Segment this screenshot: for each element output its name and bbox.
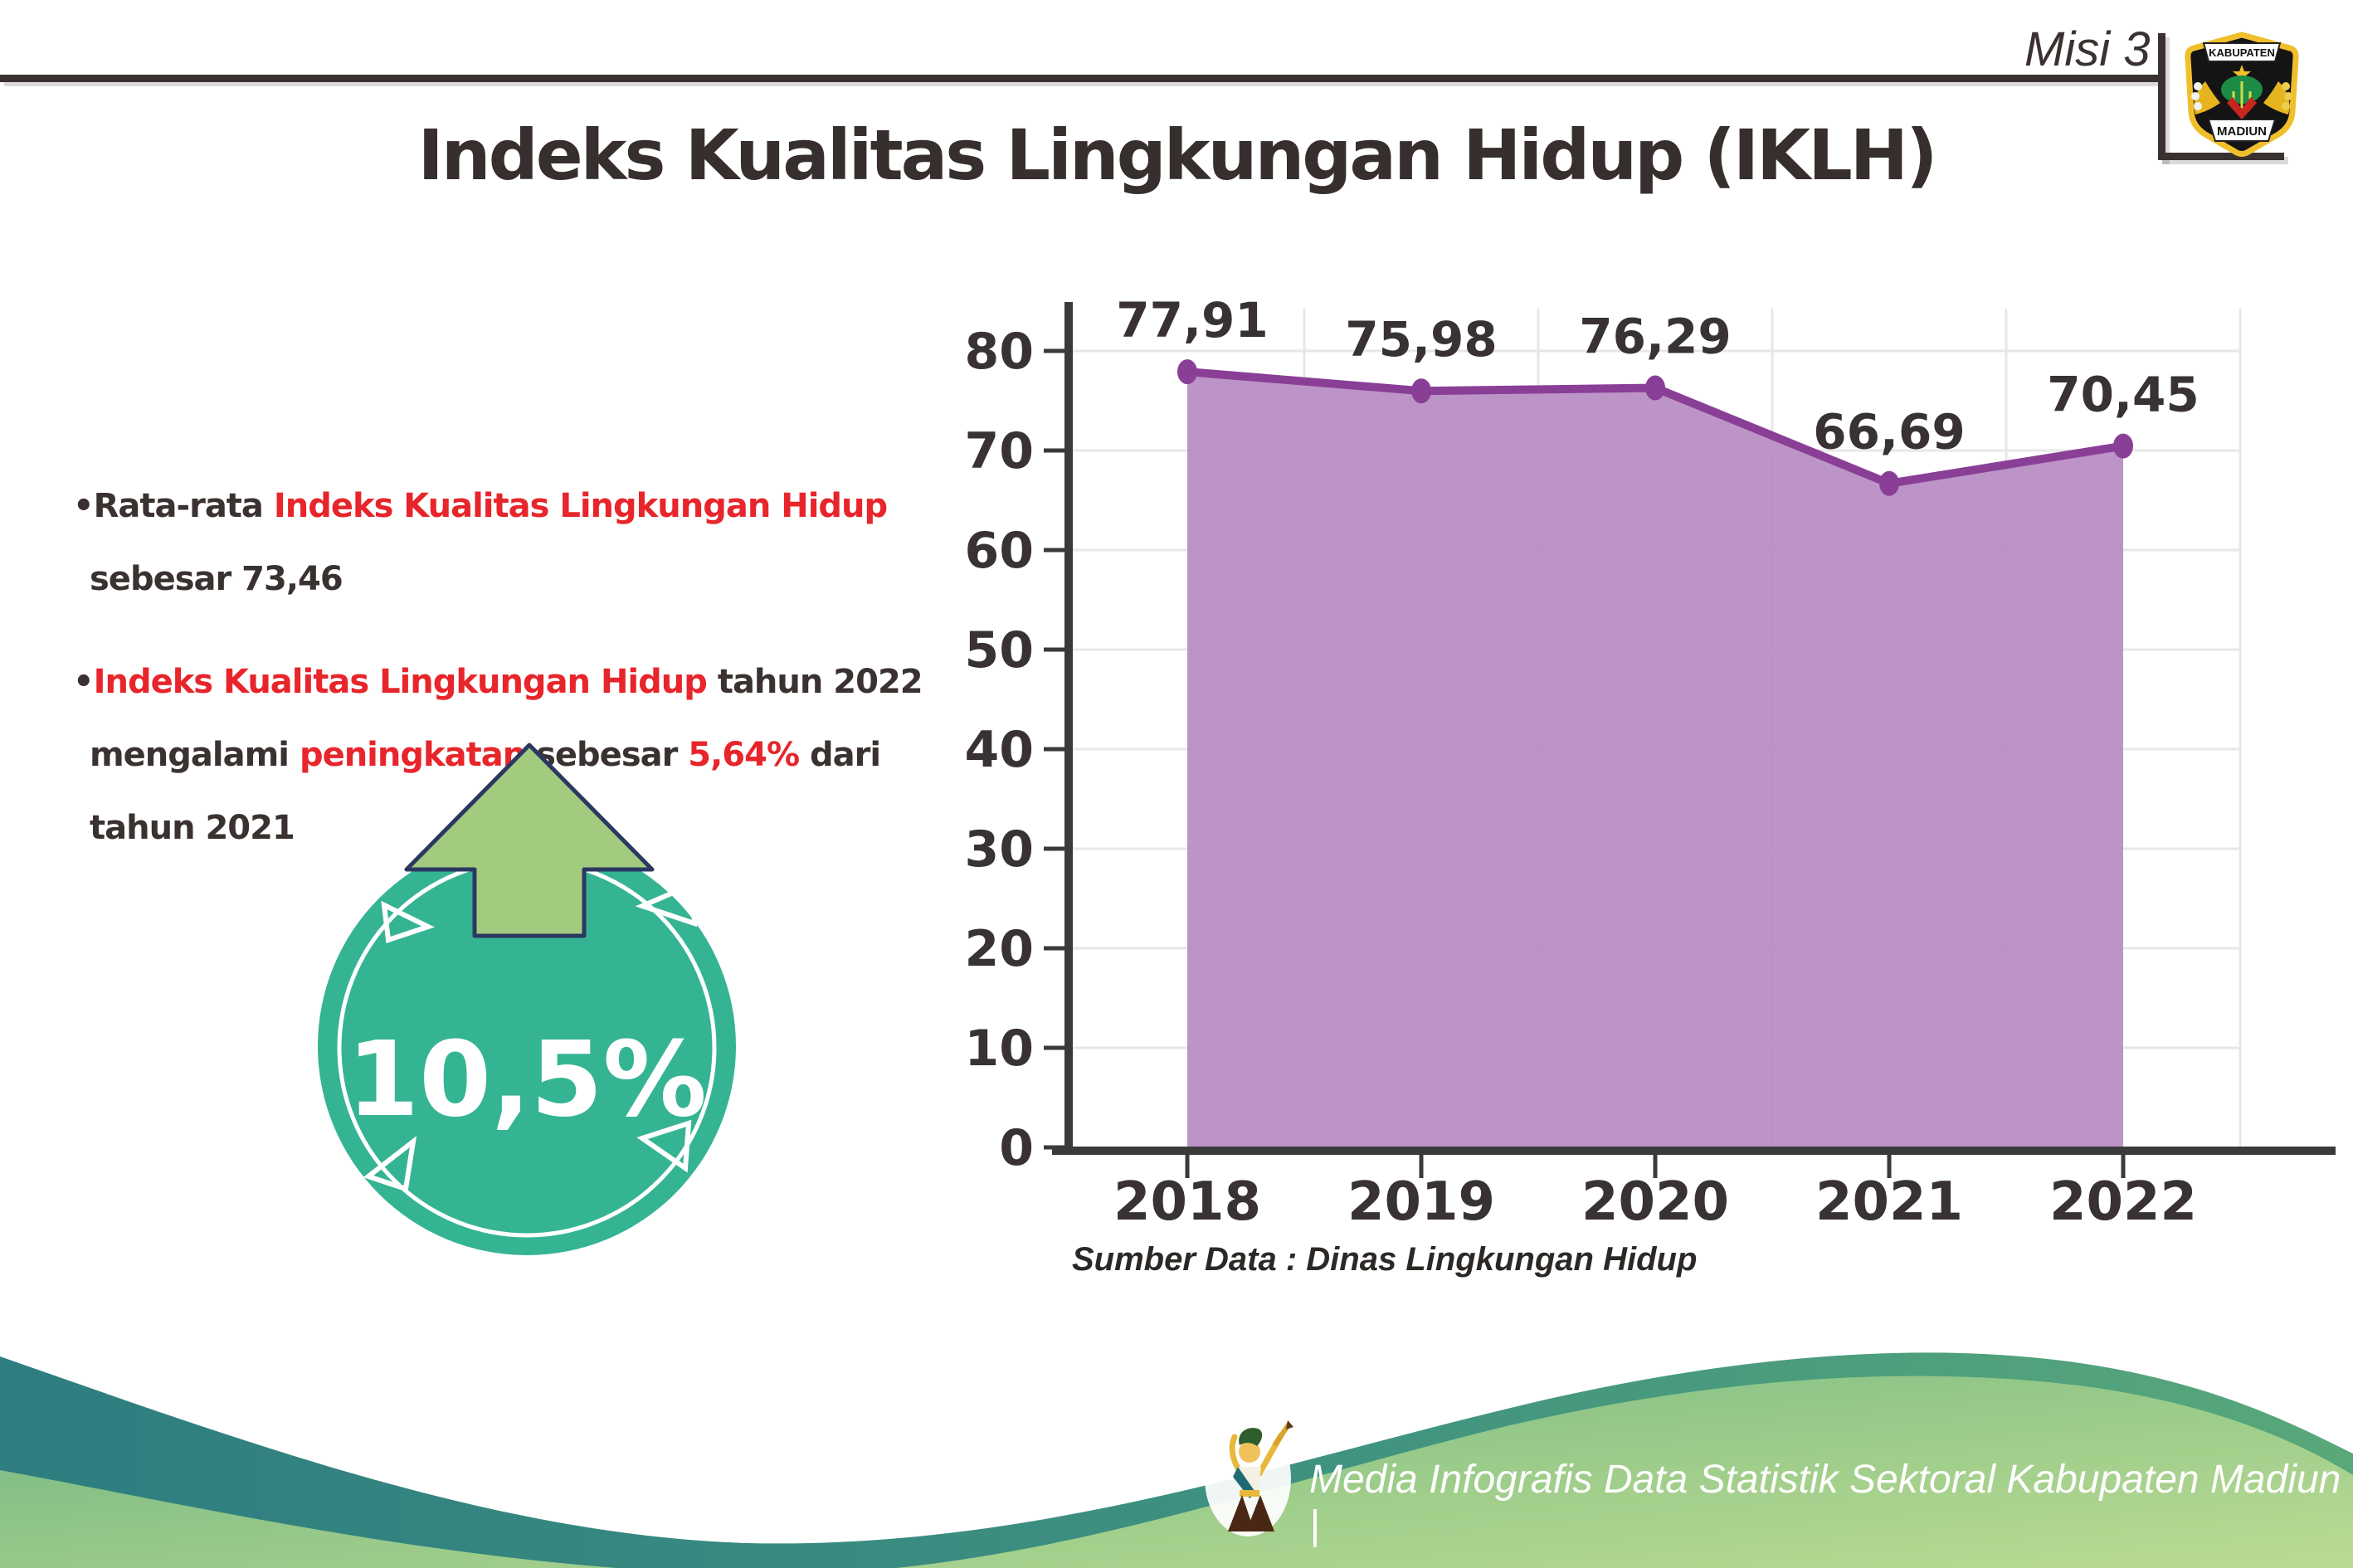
bullet-item-average: •Rata-rata Indeks Kualitas Lingkungan Hi… bbox=[73, 487, 888, 598]
bullet-list: •Rata-rata Indeks Kualitas Lingkungan Hi… bbox=[73, 470, 986, 864]
y-tick-label: 70 bbox=[965, 422, 1035, 480]
y-tick-label: 40 bbox=[965, 721, 1035, 779]
area-fill bbox=[1187, 372, 2123, 1147]
data-point-label: 77,91 bbox=[1116, 292, 1268, 348]
data-point bbox=[2113, 433, 2133, 459]
x-tick-label: 2019 bbox=[1347, 1171, 1495, 1233]
bullet-glyph: • bbox=[73, 487, 95, 525]
increase-badge: 10,5% bbox=[318, 743, 736, 1255]
y-tick-label: 30 bbox=[965, 821, 1035, 879]
footer-caption: Media Infografis Data Statistik Sektoral… bbox=[1309, 1458, 2341, 1547]
highlight-peningkatan: peningkatan bbox=[299, 736, 526, 774]
badge-value: 10,5% bbox=[347, 1020, 707, 1140]
data-point bbox=[1879, 470, 1899, 496]
y-tick-label: 20 bbox=[965, 920, 1035, 978]
logo-text-kabupaten: KABUPATEN bbox=[2209, 46, 2275, 59]
mascot-icon bbox=[1205, 1420, 1293, 1536]
x-tick-label: 2022 bbox=[2049, 1171, 2197, 1233]
logo-frame-horizontal bbox=[2158, 153, 2284, 160]
data-point-label: 75,98 bbox=[1345, 311, 1497, 368]
kabupaten-madiun-logo-icon: KABUPATEN MADIUN bbox=[2185, 32, 2299, 157]
bullet-item-increase: •Indeks Kualitas Lingkungan Hidup tahun … bbox=[73, 663, 923, 847]
highlight-iklh: Indeks Kualitas Lingkungan Hidup bbox=[273, 487, 888, 525]
highlight-iklh: Indeks Kualitas Lingkungan Hidup bbox=[93, 663, 708, 701]
header-rule bbox=[0, 75, 2159, 82]
data-point bbox=[1177, 359, 1197, 385]
x-tick-label: 2020 bbox=[1581, 1171, 1729, 1233]
y-tick-label: 0 bbox=[999, 1119, 1034, 1177]
y-tick-label: 10 bbox=[965, 1020, 1035, 1078]
logo-frame-vertical bbox=[2158, 33, 2165, 160]
data-point-label: 70,45 bbox=[2047, 367, 2199, 423]
x-tick-label: 2021 bbox=[1815, 1171, 1963, 1233]
y-tick-label: 50 bbox=[965, 621, 1035, 679]
misi-label: Misi 3 bbox=[2024, 22, 2151, 76]
x-tick-label: 2018 bbox=[1113, 1171, 1261, 1233]
badge-circle bbox=[318, 837, 736, 1255]
data-point bbox=[1411, 378, 1431, 404]
logo-text-madiun: MADIUN bbox=[2217, 124, 2267, 139]
up-arrow-icon bbox=[404, 743, 655, 938]
source-note: Sumber Data : Dinas Lingkungan Hidup bbox=[1072, 1241, 1698, 1278]
iklh-chart-svg: 0 10 20 30 40 50 60 70 80 2018 2019 2020 2021 2022 77,… bbox=[965, 292, 2336, 1233]
data-point bbox=[1645, 375, 1665, 401]
data-point-label: 66,69 bbox=[1813, 404, 1965, 460]
footer-wave-decoration bbox=[0, 1352, 2353, 1568]
page-title: Indeks Kualitas Lingkungan Hidup (IKLH) bbox=[417, 114, 1938, 196]
y-tick-label: 80 bbox=[965, 323, 1035, 381]
y-tick-label: 60 bbox=[965, 522, 1035, 580]
highlight-percent: 5,64% bbox=[688, 736, 800, 774]
bullet-glyph: • bbox=[73, 663, 95, 701]
data-point-label: 76,29 bbox=[1579, 309, 1731, 365]
